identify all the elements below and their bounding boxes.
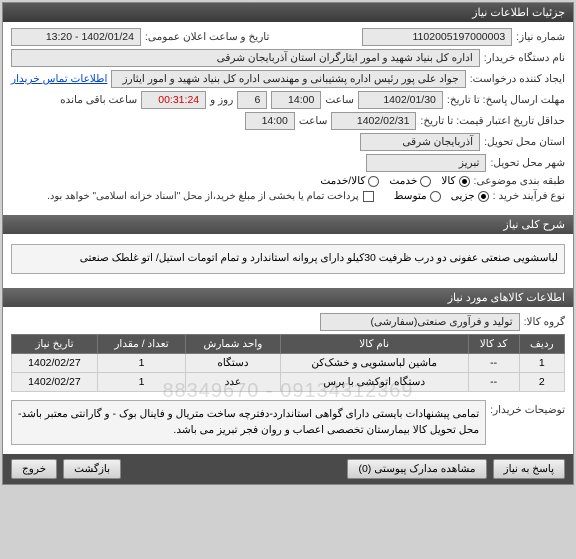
table-header: نام کالا <box>280 334 468 353</box>
table-row: 1--ماشین لباسشویی و خشک‌کندستگاه11402/02… <box>12 353 565 372</box>
time-label-1: ساعت <box>325 94 354 106</box>
delivery-province-label: استان محل تحویل: <box>484 136 565 148</box>
buyer-org-label: نام دستگاه خریدار: <box>484 52 565 64</box>
deadline-date-field: 1402/01/30 <box>358 91 443 109</box>
deadline-label: مهلت ارسال پاسخ: تا تاریخ: <box>447 94 565 106</box>
requester-label: ایجاد کننده درخواست: <box>470 73 565 85</box>
validity-time-field: 14:00 <box>245 112 295 130</box>
buyer-notes-label: توضیحات خریدار: <box>490 400 565 416</box>
goods-table: ردیفکد کالانام کالاواحد شمارشتعداد / مقد… <box>11 334 565 392</box>
reply-button[interactable]: پاسخ به نیاز <box>493 459 565 479</box>
public-datetime-field: 1402/01/24 - 13:20 <box>11 28 141 46</box>
remain-suffix: ساعت باقی مانده <box>60 94 137 106</box>
goods-group-label: گروه کالا: <box>524 316 565 328</box>
window-title: جزئیات اطلاعات نیاز <box>472 7 565 19</box>
table-header: تاریخ نیاز <box>12 334 98 353</box>
contact-link[interactable]: اطلاعات تماس خریدار <box>11 73 107 85</box>
exit-button[interactable]: خروج <box>11 459 57 479</box>
buy-process-radio-group: جزیی متوسط <box>394 190 489 202</box>
footer-bar: پاسخ به نیاز مشاهده مدارک پیوستی (0) باز… <box>3 454 573 484</box>
goods-group-field: تولید و فرآوری صنعتی(سفارشی) <box>320 313 520 331</box>
radio-goods-service[interactable]: کالا/خدمت <box>320 175 379 187</box>
time-label-2: ساعت <box>299 115 328 127</box>
goods-header: اطلاعات کالاهای مورد نیاز <box>3 288 573 307</box>
need-number-label: شماره نیاز: <box>516 31 565 43</box>
radio-goods[interactable]: کالا <box>441 175 469 187</box>
radio-service[interactable]: خدمت <box>389 175 431 187</box>
table-header: ردیف <box>519 334 564 353</box>
delivery-city-field: تبریز <box>366 154 486 172</box>
back-button[interactable]: بازگشت <box>63 459 121 479</box>
attachments-button[interactable]: مشاهده مدارک پیوستی (0) <box>347 459 486 479</box>
requester-field: جواد علی پور رئیس اداره پشتیبانی و مهندس… <box>111 70 465 88</box>
category-label: طبقه بندی موضوعی: <box>474 175 565 187</box>
deadline-time-field: 14:00 <box>271 91 321 109</box>
table-header: تعداد / مقدار <box>97 334 185 353</box>
category-radio-group: کالا خدمت کالا/خدمت <box>320 175 469 187</box>
payment-checkbox[interactable] <box>363 191 374 202</box>
remain-days-label: روز و <box>210 94 233 106</box>
table-header: کد کالا <box>468 334 519 353</box>
general-desc-header: شرح کلی نیاز <box>3 215 573 234</box>
radio-medium[interactable]: متوسط <box>394 190 441 202</box>
validity-date-field: 1402/02/31 <box>331 112 416 130</box>
public-datetime-label: تاریخ و ساعت اعلان عمومی: <box>145 31 269 43</box>
delivery-city-label: شهر محل تحویل: <box>490 157 565 169</box>
buyer-org-field: اداره کل بنیاد شهید و امور ایثارگران است… <box>11 49 480 67</box>
title-bar: جزئیات اطلاعات نیاز <box>3 3 573 22</box>
delivery-province-field: آذربایجان شرقی <box>360 133 480 151</box>
radio-minor[interactable]: جزیی <box>451 190 489 202</box>
need-number-field: 1102005197000003 <box>362 28 512 46</box>
remain-days-field: 6 <box>237 91 267 109</box>
table-header: واحد شمارش <box>186 334 281 353</box>
general-desc-text: لباسشویی صنعتی عفونی دو درب ظرفیت 30کیلو… <box>11 244 565 274</box>
remain-time-field: 00:31:24 <box>141 91 206 109</box>
buy-process-label: نوع فرآیند خرید : <box>493 190 565 202</box>
validity-label: حداقل تاریخ اعتبار قیمت: تا تاریخ: <box>420 115 565 127</box>
table-row: 2--دستگاه اتوکشی با پرسعدد11402/02/27 <box>12 372 565 391</box>
buyer-notes-text: تمامی پیشنهادات بایستی دارای گواهی استان… <box>11 400 486 446</box>
payment-note: پرداخت تمام یا بخشی از مبلغ خرید،از محل … <box>47 191 359 202</box>
